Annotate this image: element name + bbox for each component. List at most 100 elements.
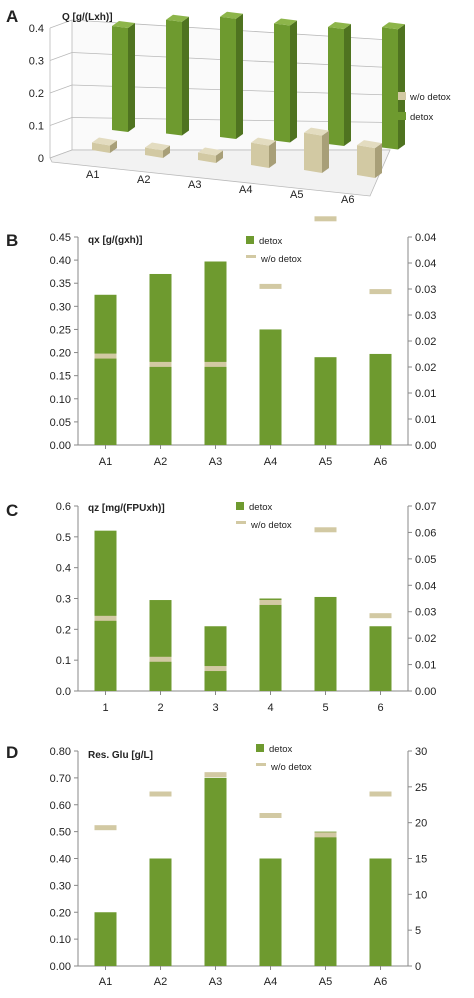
y-tick-label-left-b: 0.15 [50,371,71,383]
x-tick-label-b: A2 [154,456,167,468]
panel-letter-b: B [6,231,18,250]
dash-wo-b [369,289,392,295]
bar-detox-side-a [398,24,405,150]
legend-label-detox-a: detox [410,112,433,123]
bar-wo-a [145,147,163,158]
bar-wo-side-a [269,140,276,168]
x-tick-label-c: 6 [377,702,383,714]
bar-wo-top-a [198,147,223,156]
gridline-side-a [49,19,73,29]
x-tick-label-a: A3 [188,179,201,191]
y-tick-label-right-c: 0.05 [415,554,436,566]
y-tick-label-left-d: 0.40 [50,854,71,866]
bar-detox-c [94,530,117,691]
dash-wo-b [204,361,227,367]
dash-wo-d [94,825,117,831]
bar-detox-b [314,357,337,445]
panel-letter-c: C [6,501,18,520]
bar-wo-top-a [357,140,382,149]
y-tick-label-left-d: 0.50 [50,827,71,839]
legend-label-wo-d: w/o detox [270,762,312,773]
bar-detox-top-a [112,21,135,28]
bar-wo-side-a [375,143,382,178]
bar-wo-a [251,142,269,168]
x-tick-label-b: A3 [209,456,222,468]
legend-swatch-wo-d [256,763,266,766]
y-tick-label-right-c: 0.06 [415,527,436,539]
bar-detox-side-a [182,16,189,136]
bar-detox-top-a [274,18,297,26]
dash-wo-b [149,361,172,367]
y-tick-label-left-b: 0.10 [50,394,71,406]
y-tick-label-left-b: 0.45 [50,232,71,244]
bar-detox-b [204,261,227,445]
y-tick-label-right-c: 0.03 [415,607,436,619]
bar-wo-a [357,145,375,178]
y-tick-label-left-b: 0.25 [50,324,71,336]
bar-detox-c [369,626,392,691]
gridline-side-a [49,84,73,94]
bar-detox-b [149,273,172,445]
gridline-side-a [49,117,73,126]
legend-swatch-detox-a [398,112,406,120]
bar-wo-a [92,142,110,153]
bar-wo-top-a [304,127,329,136]
dash-wo-c [149,656,172,662]
bar-wo-side-a [110,140,117,153]
bar-detox-d [94,912,117,966]
x-tick-label-b: A6 [374,456,387,468]
y-tick-label-left-b: 0.35 [50,278,71,290]
x-tick-label-d: A1 [99,976,112,988]
y-tick-label-left-d: 0.80 [50,746,71,758]
x-tick-label-c: 3 [212,702,218,714]
chart-title-d: Res. Glu [g/L] [88,750,153,761]
panel-letter-a: A [6,7,18,26]
dash-wo-d [204,772,227,778]
x-tick-label-a: A2 [137,174,150,186]
y-tick-label-left-c: 0.2 [56,624,71,636]
y-tick-label-right-b: 0.03 [415,284,436,296]
x-tick-label-d: A2 [154,976,167,988]
dash-wo-b [259,283,282,289]
bar-detox-top-a [328,22,351,29]
legend-swatch-wo-b [246,255,256,258]
dash-wo-b [94,353,117,359]
y-tick-label-a: 0.3 [29,56,44,68]
gridline-side-a [49,52,73,61]
bar-detox-a [220,16,236,139]
x-tick-label-b: A1 [99,456,112,468]
y-tick-label-right-c: 0.00 [415,686,436,698]
legend-label-wo-b: w/o detox [260,254,302,265]
legend-label-detox-d: detox [269,744,292,755]
bar-detox-a [328,27,344,146]
y-tick-label-left-d: 0.60 [50,800,71,812]
x-tick-label-d: A6 [374,976,387,988]
legend-label-detox-c: detox [249,502,272,513]
bar-detox-d [149,858,172,966]
bar-detox-b [94,294,117,445]
bar-wo-top-a [145,142,170,151]
y-tick-label-left-c: 0.4 [56,563,71,575]
bar-detox-side-a [344,24,351,146]
x-tick-label-d: A5 [319,976,332,988]
legend-label-detox-b: detox [259,236,282,247]
x-tick-label-a: A6 [341,194,354,206]
bar-wo-top-a [251,137,276,146]
y-tick-label-left-d: 0.00 [50,961,71,973]
y-tick-label-right-d: 5 [415,925,421,937]
y-tick-label-right-b: 0.02 [415,362,436,374]
legend-label-wo-c: w/o detox [250,520,292,531]
x-tick-label-d: A3 [209,976,222,988]
y-tick-label-right-d: 0 [415,961,421,973]
dash-wo-c [94,615,117,621]
bar-detox-b [259,329,282,445]
bar-detox-a [274,23,290,143]
bar-detox-a [112,26,128,132]
y-tick-label-right-d: 30 [415,746,427,758]
bar-detox-side-a [236,13,243,139]
bar-detox-b [369,353,392,445]
x-tick-label-c: 1 [102,702,108,714]
legend-swatch-detox-d [256,744,264,752]
y-tick-label-right-b: 0.00 [415,440,436,452]
bar-detox-d [369,858,392,966]
